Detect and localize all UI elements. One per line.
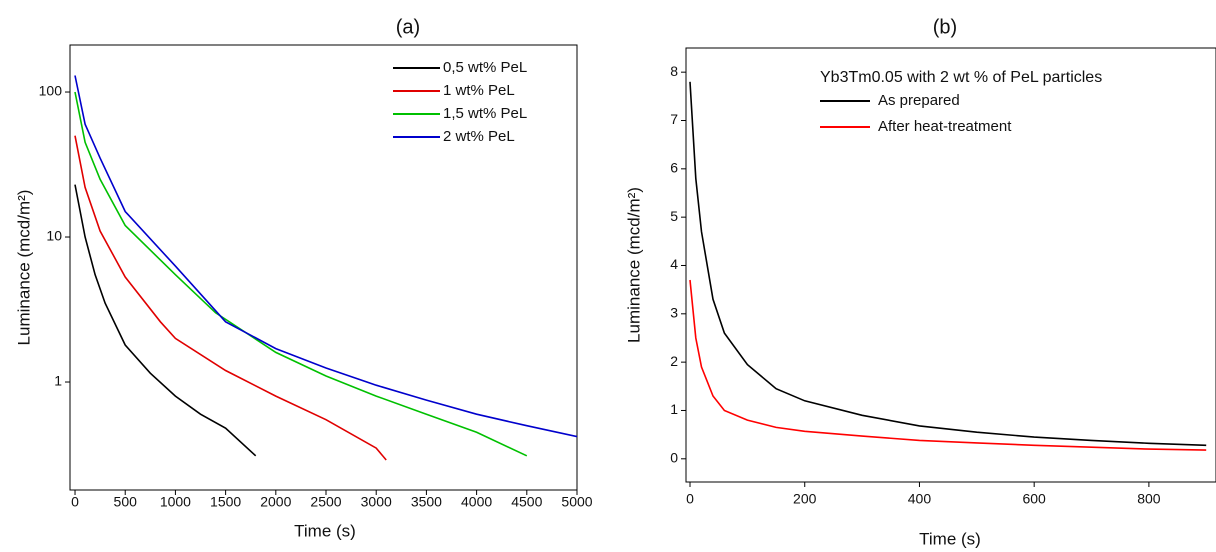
chart-title: (b) — [933, 16, 957, 38]
y-tick-label: 1 — [670, 401, 678, 417]
x-tick-label: 600 — [1022, 491, 1046, 507]
y-tick-label: 6 — [670, 160, 678, 176]
y-tick-label: 5 — [670, 208, 678, 224]
x-tick-label: 800 — [1137, 491, 1161, 507]
plot-frame — [69, 44, 578, 491]
x-tick-label: 5000 — [561, 494, 592, 510]
data-line — [74, 91, 528, 457]
y-axis-label: Luminance (mcd/m²) — [624, 187, 643, 343]
y-tick-label: 10 — [46, 228, 62, 244]
data-line — [74, 184, 257, 457]
legend-label: 0,5 wt% PeL — [443, 59, 527, 76]
legend-title: Yb3Tm0.05 with 2 wt % of PeL particles — [820, 69, 1102, 86]
y-tick-label: 7 — [670, 111, 678, 127]
y-tick-label: 3 — [670, 305, 678, 321]
x-tick-label: 2000 — [260, 494, 291, 510]
data-line — [689, 81, 1207, 447]
x-tick-label: 0 — [686, 491, 694, 507]
y-tick-label: 2 — [670, 353, 678, 369]
x-tick-label: 4500 — [511, 494, 542, 510]
x-tick-label: 500 — [114, 494, 138, 510]
y-tick-label: 1 — [54, 373, 62, 389]
x-axis-label: Time (s) — [919, 529, 981, 548]
x-tick-label: 2500 — [310, 494, 341, 510]
legend-label: 1,5 wt% PeL — [443, 105, 527, 122]
legend-label: After heat-treatment — [878, 118, 1012, 135]
y-tick-label: 0 — [670, 450, 678, 466]
y-tick-label: 4 — [670, 256, 678, 272]
data-line — [74, 75, 577, 438]
legend-label: 1 wt% PeL — [443, 82, 515, 99]
y-tick-label: 8 — [670, 63, 678, 79]
x-tick-label: 0 — [71, 494, 79, 510]
chart-title: (a) — [396, 16, 420, 38]
legend-label: 2 wt% PeL — [443, 128, 515, 145]
data-line — [74, 135, 387, 461]
x-axis-label: Time (s) — [294, 521, 356, 540]
x-tick-label: 3500 — [411, 494, 442, 510]
x-tick-label: 4000 — [461, 494, 492, 510]
x-tick-label: 200 — [793, 491, 817, 507]
x-tick-label: 1500 — [210, 494, 241, 510]
x-tick-label: 1000 — [160, 494, 191, 510]
data-line — [689, 279, 1207, 451]
x-tick-label: 400 — [908, 491, 932, 507]
x-tick-label: 3000 — [361, 494, 392, 510]
legend-label: As prepared — [878, 92, 960, 109]
plot-frame — [685, 47, 1216, 483]
y-tick-label: 100 — [39, 83, 63, 99]
y-axis-label: Luminance (mcd/m²) — [14, 190, 33, 346]
